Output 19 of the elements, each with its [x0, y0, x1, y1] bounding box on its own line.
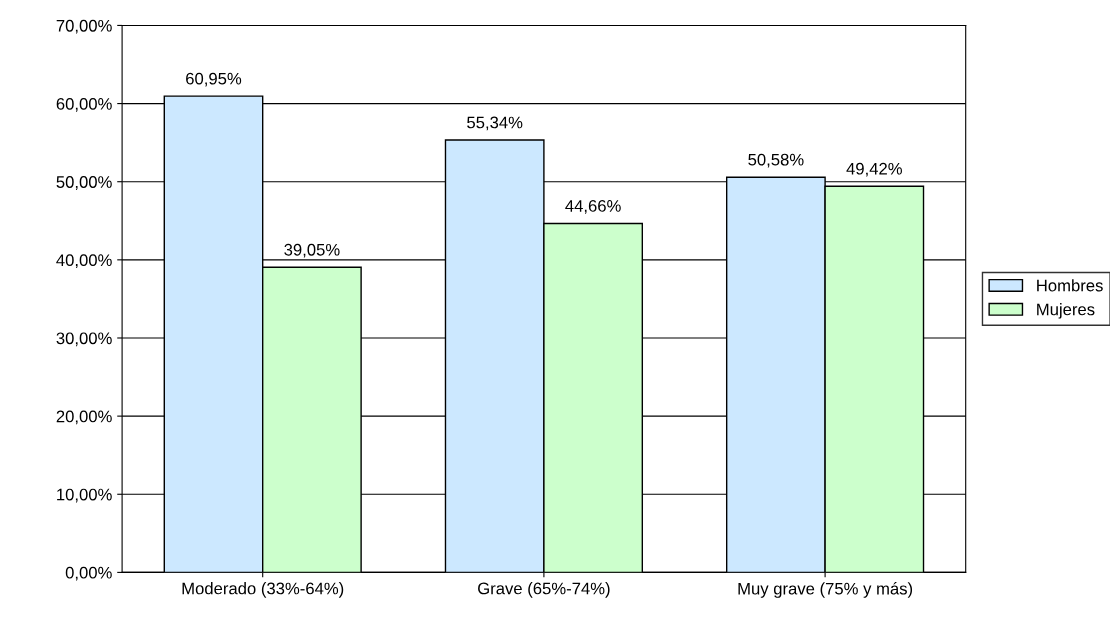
- data-label: 50,58%: [748, 153, 804, 168]
- legend-label: Hombres: [1037, 279, 1103, 292]
- x-tick-label: Muy grave (75% y más): [738, 582, 913, 598]
- x-tick-label: Moderado (33%-64%): [182, 582, 344, 598]
- data-label: 60,95%: [186, 72, 242, 87]
- data-label: 49,42%: [846, 162, 902, 177]
- y-tick-label: 30,00%: [56, 332, 112, 347]
- data-label: 55,34%: [467, 116, 523, 131]
- y-tick-label: 20,00%: [56, 410, 112, 425]
- data-label: 39,05%: [284, 243, 340, 258]
- y-tick-label: 40,00%: [56, 254, 112, 269]
- data-label: 44,66%: [565, 200, 621, 214]
- y-tick-label: 10,00%: [57, 488, 112, 503]
- legend-label: Mujeres: [1037, 303, 1095, 319]
- y-tick-label: 50,00%: [56, 176, 112, 190]
- x-tick-label: Grave (65%-74%): [478, 582, 610, 598]
- y-tick-label: 60,00%: [56, 97, 112, 112]
- y-tick-label: 70,00%: [56, 19, 112, 34]
- y-tick-label: 0,00%: [65, 566, 112, 581]
